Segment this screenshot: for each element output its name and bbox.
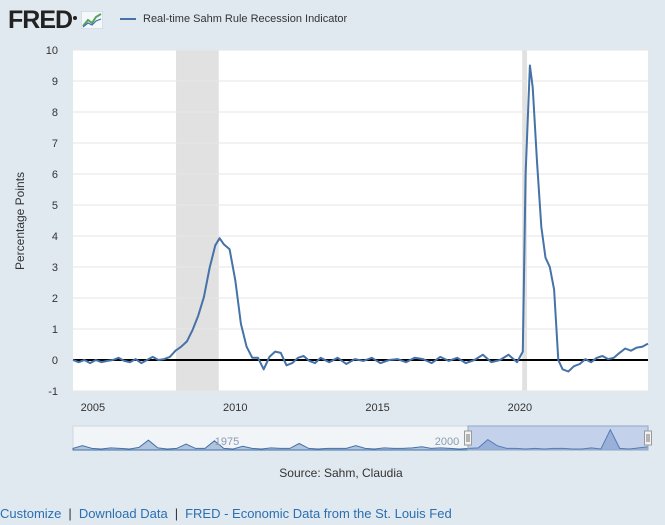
navigator-handle[interactable] <box>464 430 472 446</box>
plot-area <box>73 50 648 391</box>
y-tick-label: -1 <box>48 386 58 398</box>
recession-band <box>176 50 219 391</box>
logo-dot <box>73 15 78 20</box>
navigator-tick-label: 1975 <box>215 436 239 448</box>
navigator-series-area <box>72 428 649 451</box>
y-tick-label: 7 <box>52 138 58 150</box>
navigator-panel <box>72 425 649 451</box>
y-tick-label: 2 <box>52 293 58 305</box>
y-tick-label: 3 <box>52 262 58 274</box>
x-tick-label: 2020 <box>508 402 532 414</box>
y-axis-label: Percentage Points <box>13 172 27 270</box>
trend-graph-icon <box>81 11 104 29</box>
y-tick-label: 4 <box>52 231 58 243</box>
customize-link[interactable]: Customize <box>0 506 62 521</box>
source-label: Source: Sahm, Claudia <box>279 466 403 480</box>
y-tick-label: 8 <box>52 107 58 119</box>
fred-home-link[interactable]: FRED - Economic Data from the St. Louis … <box>185 506 452 521</box>
legend-swatch <box>120 18 136 20</box>
fred-header: FRED <box>8 5 104 34</box>
chart-legend: Real-time Sahm Rule Recession Indicator <box>120 13 347 25</box>
y-tick-label: 6 <box>52 169 58 181</box>
y-tick-label: 10 <box>46 45 58 57</box>
navigator-selection[interactable] <box>467 425 649 451</box>
legend-label: Real-time Sahm Rule Recession Indicator <box>143 13 348 25</box>
series-line <box>72 64 649 373</box>
navigator-tick-label: 2000 <box>435 436 459 448</box>
navigator-handle[interactable] <box>644 430 652 446</box>
download-data-link[interactable]: Download Data <box>78 506 168 521</box>
footer-separator: | <box>174 506 179 521</box>
x-tick-label: 2005 <box>81 402 105 414</box>
fred-logo[interactable]: FRED <box>8 5 73 34</box>
y-tick-label: 5 <box>52 200 58 212</box>
x-tick-label: 2015 <box>365 402 389 414</box>
y-tick-label: 0 <box>52 355 58 367</box>
y-tick-label: 9 <box>52 76 58 88</box>
y-tick-label: 1 <box>52 324 58 336</box>
footer-separator: | <box>68 506 72 521</box>
sahm-rule-chart: -1 0 1 2 3 4 5 6 7 8 9 10 2005 2010 2015 2020 Percentage… <box>13 45 652 480</box>
footer-links: Customize | Download Data | FRED - Economic … <box>0 506 452 521</box>
x-tick-label: 2010 <box>223 402 247 414</box>
